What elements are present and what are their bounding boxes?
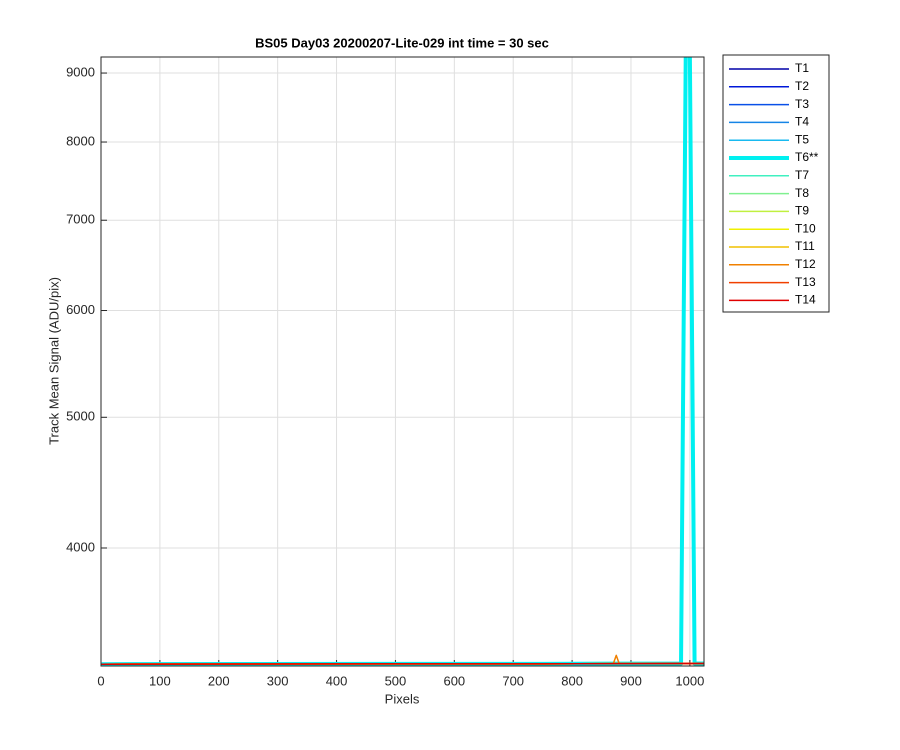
legend-label: T11: [795, 239, 815, 253]
legend-label: T13: [795, 275, 816, 289]
plot-area: [101, 57, 704, 666]
x-tick-label: 0: [97, 673, 104, 688]
legend-label: T9: [795, 204, 809, 218]
legend-label: T2: [795, 79, 809, 93]
y-tick-label: 5000: [66, 409, 95, 424]
y-tick-label: 4000: [66, 539, 95, 554]
x-tick-label: 300: [267, 673, 289, 688]
y-axis-label: Track Mean Signal (ADU/pix): [46, 277, 61, 445]
y-tick-label: 8000: [66, 133, 95, 148]
legend-label: T5: [795, 132, 809, 146]
x-tick-label: 500: [385, 673, 407, 688]
legend-label: T1: [795, 61, 809, 75]
legend-label: T14: [795, 293, 816, 307]
legend-label: T6**: [795, 150, 819, 164]
legend-label: T3: [795, 97, 809, 111]
axes-box: [100, 56, 705, 667]
grid: [100, 57, 704, 666]
legend: T1 T2 T3 T4 T5 T6** T7 T8 T9 T10 T11 T12 T13 T14: [729, 61, 819, 307]
x-axis-label: Pixels: [385, 691, 420, 706]
x-tick-label: 900: [620, 673, 642, 688]
x-tick-label: 800: [561, 673, 583, 688]
x-tick-label: 200: [208, 673, 230, 688]
series-line: [101, 662, 704, 665]
legend-label: T7: [795, 168, 809, 182]
legend-label: T8: [795, 186, 809, 200]
x-tick-label: 100: [149, 673, 171, 688]
lines: [101, 57, 704, 666]
y-tick-label: 9000: [66, 64, 95, 79]
x-tick-label: 400: [326, 673, 348, 688]
x-tick-label: 600: [443, 673, 465, 688]
y-tick-label: 6000: [66, 302, 95, 317]
legend-label: T12: [795, 257, 816, 271]
y-tick-label: 7000: [66, 212, 95, 227]
legend-label: T10: [795, 221, 816, 235]
x-tick-label: 1000: [675, 673, 704, 688]
legend-box: [722, 54, 830, 313]
legend-label: T4: [795, 115, 809, 129]
chart-title: BS05 Day03 20200207-Lite-029 int time = …: [255, 35, 549, 50]
x-tick-label: 700: [502, 673, 524, 688]
